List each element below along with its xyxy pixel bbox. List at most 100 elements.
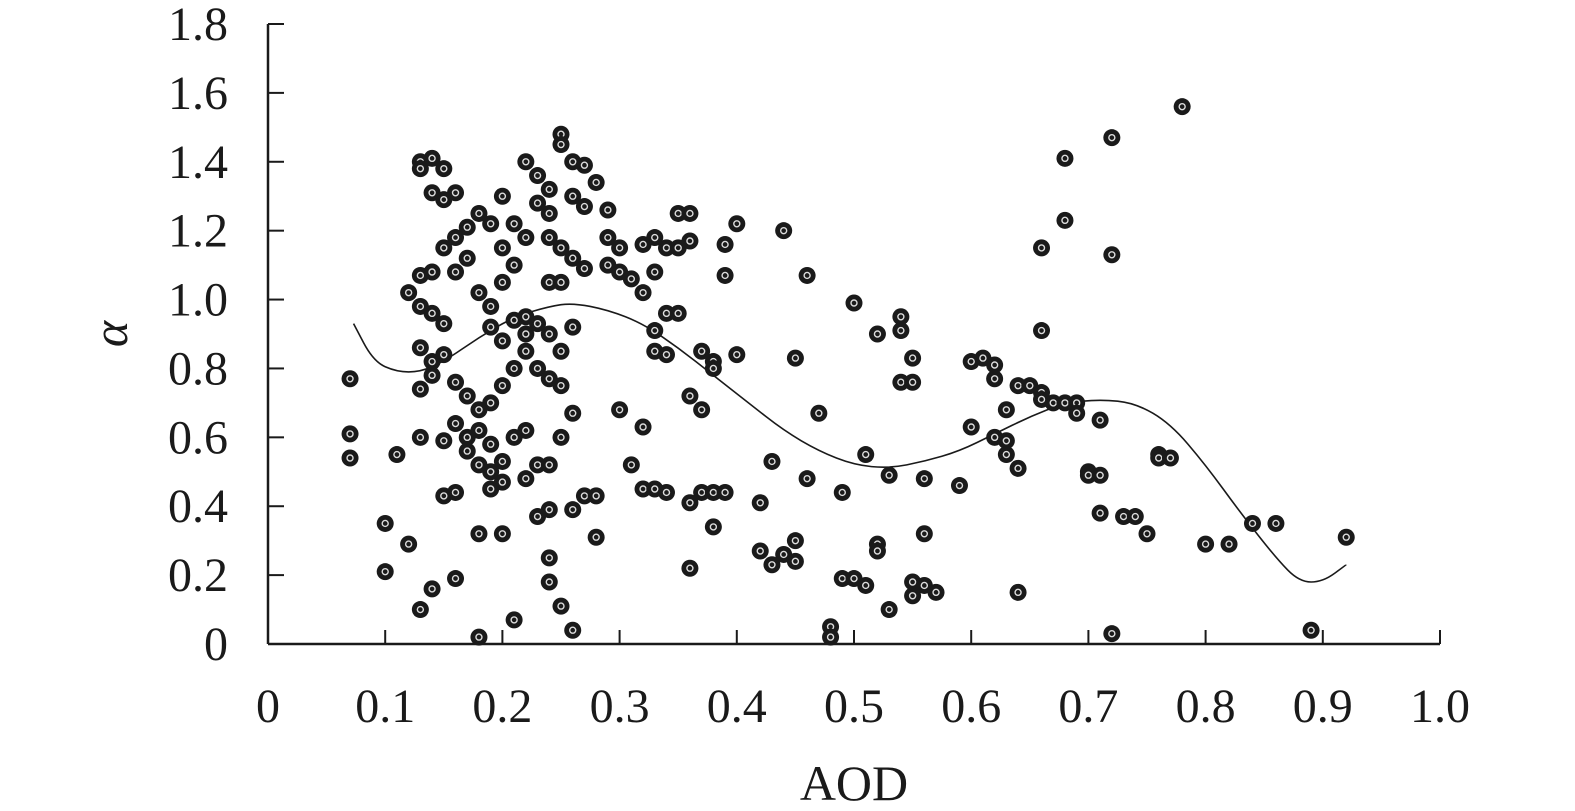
scatter-point	[435, 239, 453, 257]
scatter-point	[575, 156, 593, 174]
scatter-point	[447, 483, 465, 501]
scatter-point	[540, 456, 558, 474]
scatter-point	[482, 463, 500, 481]
x-tick-label: 0.1	[355, 680, 415, 733]
scatter-point	[540, 204, 558, 222]
scatter-point	[611, 401, 629, 419]
scatter-point	[482, 215, 500, 233]
trend-line	[352, 303, 1347, 583]
x-tick-label: 0	[256, 680, 280, 733]
scatter-point	[575, 198, 593, 216]
scatter-point	[1115, 508, 1133, 526]
scatter-point	[482, 394, 500, 412]
scatter-point	[657, 346, 675, 364]
scatter-point	[435, 315, 453, 333]
x-tick-label: 0.8	[1176, 680, 1236, 733]
scatter-point	[845, 294, 863, 312]
scatter-point	[505, 359, 523, 377]
scatter-point	[833, 570, 851, 588]
x-tick-label: 0.9	[1293, 680, 1353, 733]
y-tick-label: 1.2	[168, 205, 228, 258]
scatter-point	[1103, 625, 1121, 643]
scatter-point	[423, 304, 441, 322]
scatter-point	[505, 611, 523, 629]
y-tick-label: 0.8	[168, 342, 228, 395]
scatter-point	[1150, 449, 1168, 467]
scatter-point	[892, 373, 910, 391]
y-tick-label: 0.4	[168, 480, 228, 533]
scatter-point	[892, 322, 910, 340]
scatter-point	[716, 266, 734, 284]
scatter-point	[1033, 239, 1051, 257]
scatter-point	[447, 373, 465, 391]
scatter-point	[423, 366, 441, 384]
scatter-point	[634, 418, 652, 436]
scatter-point	[798, 470, 816, 488]
scatter-point	[657, 304, 675, 322]
data-points	[341, 98, 1355, 646]
scatter-point	[470, 284, 488, 302]
scatter-point	[470, 204, 488, 222]
scatter-point	[540, 573, 558, 591]
y-tick-label: 1.6	[168, 67, 228, 120]
scatter-point	[505, 256, 523, 274]
scatter-point	[564, 501, 582, 519]
scatter-point	[470, 628, 488, 646]
scatter-point	[517, 325, 535, 343]
scatter-point	[634, 480, 652, 498]
scatter-point	[1197, 535, 1215, 553]
scatter-point	[1126, 508, 1144, 526]
scatter-point	[435, 432, 453, 450]
scatter-point	[716, 483, 734, 501]
scatter-point	[376, 514, 394, 532]
scatter-point	[341, 449, 359, 467]
scatter-point	[376, 563, 394, 581]
scatter-point	[400, 284, 418, 302]
scatter-point	[552, 273, 570, 291]
scatter-point	[505, 215, 523, 233]
scatter-point	[423, 263, 441, 281]
scatter-point	[657, 239, 675, 257]
scatter-point	[786, 532, 804, 550]
scatter-point	[904, 373, 922, 391]
axes	[266, 24, 1440, 646]
scatter-point	[423, 580, 441, 598]
scatter-point	[1068, 404, 1086, 422]
scatter-point	[880, 466, 898, 484]
scatter-point	[950, 477, 968, 495]
scatter-point	[1009, 459, 1027, 477]
scatter-point	[458, 387, 476, 405]
scatter-point	[423, 149, 441, 167]
scatter-point	[482, 480, 500, 498]
scatter-point	[751, 494, 769, 512]
scatter-point	[552, 377, 570, 395]
scatter-point	[904, 587, 922, 605]
scatter-point	[470, 525, 488, 543]
scatter-point	[1220, 535, 1238, 553]
scatter-point	[857, 446, 875, 464]
scatter-point	[564, 187, 582, 205]
scatter-point	[786, 349, 804, 367]
y-tick-label: 0.6	[168, 411, 228, 464]
scatter-point	[517, 153, 535, 171]
scatter-point	[599, 201, 617, 219]
scatter-point	[1056, 149, 1074, 167]
scatter-point	[763, 556, 781, 574]
scatter-point	[880, 601, 898, 619]
scatter-point	[493, 377, 511, 395]
scatter-point	[587, 173, 605, 191]
scatter-point	[540, 549, 558, 567]
scatter-point	[681, 204, 699, 222]
scatter-point	[435, 346, 453, 364]
scatter-point	[517, 229, 535, 247]
scatter-point	[564, 621, 582, 639]
y-axis-title: α	[82, 319, 138, 347]
scatter-point	[1009, 583, 1027, 601]
scatter-point	[833, 483, 851, 501]
scatter-point	[693, 342, 711, 360]
scatter-point	[564, 318, 582, 336]
scatter-point	[646, 322, 664, 340]
scatter-point	[1138, 525, 1156, 543]
scatter-point	[693, 401, 711, 419]
